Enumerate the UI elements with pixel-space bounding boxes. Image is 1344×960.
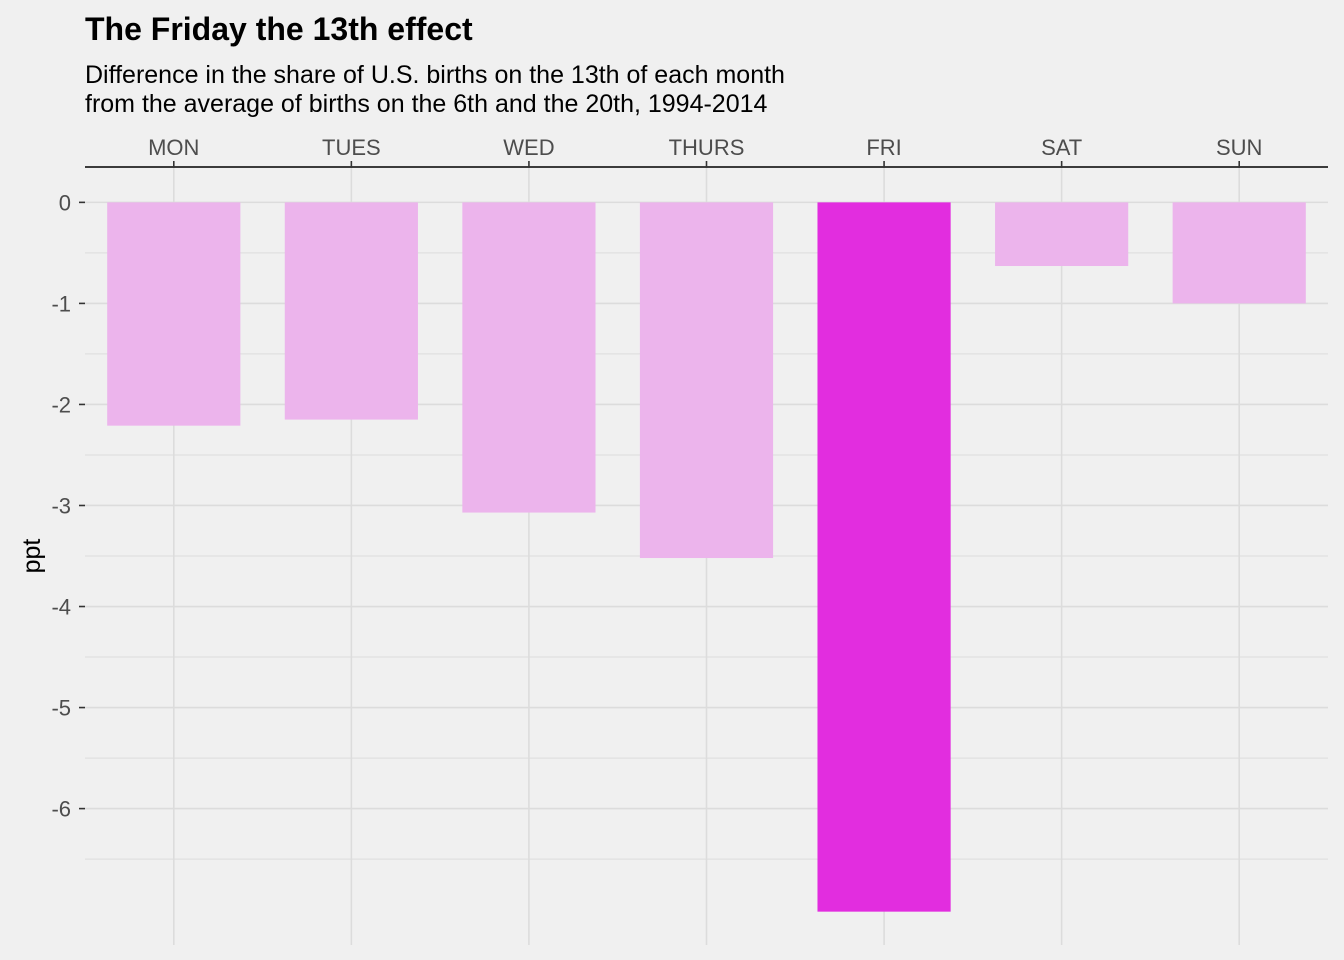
bar-sun (1172, 202, 1306, 304)
y-tick-label: -2 (51, 392, 71, 417)
x-tick-label-sun: SUN (1216, 135, 1262, 160)
x-tick-label-sat: SAT (1041, 135, 1082, 160)
y-axis-label: ppt (18, 539, 46, 574)
bar-thurs (639, 202, 774, 559)
bar-sat (995, 202, 1129, 267)
x-tick-label-mon: MON (148, 135, 199, 160)
chart-title: The Friday the 13th effect (85, 11, 473, 47)
y-tick-label: -6 (51, 797, 71, 822)
y-tick-label: -5 (51, 696, 71, 721)
bar-mon (107, 202, 241, 426)
bars (107, 202, 1306, 912)
bar-fri (817, 202, 951, 912)
x-tick-label-wed: WED (503, 135, 554, 160)
y-tick-label: -4 (51, 595, 71, 620)
y-axis: 0 -1 -2 -3 -4 -5 -6 (51, 190, 85, 822)
bar-tues (284, 202, 418, 420)
y-tick-label: -1 (51, 291, 71, 316)
x-axis: MON TUES WED THURS FRI SAT SUN (85, 135, 1328, 168)
y-tick-label: 0 (59, 190, 71, 215)
chart-subtitle-line-1: Difference in the share of U.S. births o… (85, 61, 785, 89)
chart-subtitle-line-2: from the average of births on the 6th an… (85, 90, 768, 118)
x-tick-label-thurs: THURS (669, 135, 745, 160)
x-tick-label-tues: TUES (322, 135, 381, 160)
y-tick-label: -3 (51, 493, 71, 518)
x-tick-label-fri: FRI (866, 135, 901, 160)
bar-wed (462, 202, 596, 513)
